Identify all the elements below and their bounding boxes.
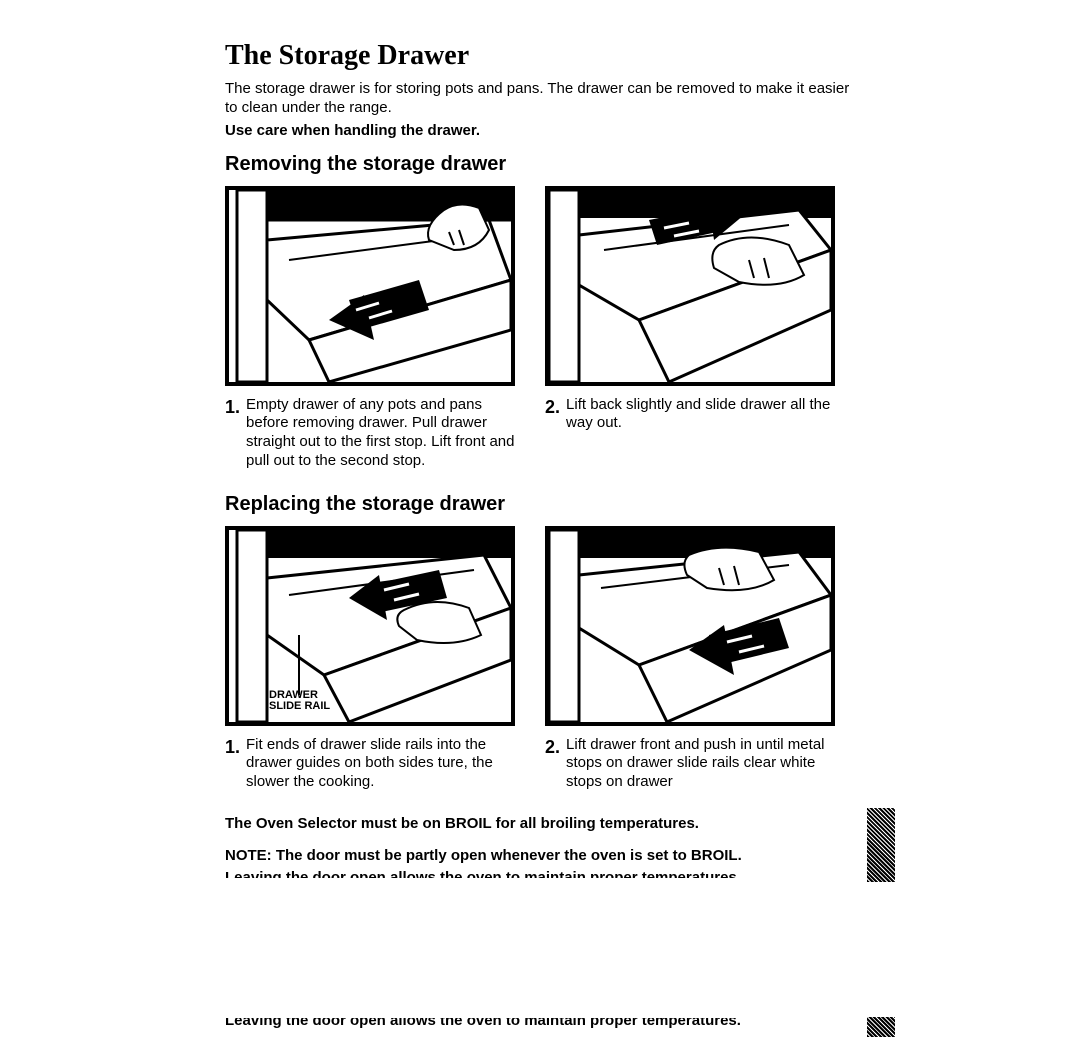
step-number: 2. <box>545 736 560 792</box>
step-text: Lift drawer front and push in until meta… <box>566 736 835 792</box>
broil-line-3-cut: Leaving the door open allows the oven to… <box>225 868 825 878</box>
illustration-remove-2 <box>545 186 835 386</box>
step-number: 2. <box>545 396 560 434</box>
step-number: 1. <box>225 736 240 792</box>
section-heading-removing: Removing the storage drawer <box>225 153 855 176</box>
step-text: Lift back slightly and slide drawer all … <box>566 396 835 434</box>
illustration-replace-1: DRAWER SLIDE RAIL <box>225 526 515 726</box>
removing-row: 1. Empty drawer of any pots and pans bef… <box>225 186 855 471</box>
scan-noise <box>867 1017 895 1037</box>
step-remove-2: 2. Lift back slightly and slide drawer a… <box>545 396 835 434</box>
scan-noise <box>867 808 895 882</box>
illustration-remove-1 <box>225 186 515 386</box>
step-remove-1: 1. Empty drawer of any pots and pans bef… <box>225 396 515 471</box>
step-number: 1. <box>225 396 240 471</box>
care-warning: Use care when handling the drawer. <box>225 122 855 139</box>
step-replace-2: 2. Lift drawer front and push in until m… <box>545 736 835 792</box>
slide-rail-label: DRAWER SLIDE RAIL <box>269 690 330 712</box>
broil-line-1: The Oven Selector must be on BROIL for a… <box>225 814 825 834</box>
broil-note-block: The Oven Selector must be on BROIL for a… <box>225 814 825 879</box>
replacing-row: DRAWER SLIDE RAIL 1. Fit ends of drawer … <box>225 526 855 792</box>
step-text: Fit ends of drawer slide rails into the … <box>246 736 515 792</box>
illustration-replace-2 <box>545 526 835 726</box>
page-title: The Storage Drawer <box>225 40 855 72</box>
section-heading-replacing: Replacing the storage drawer <box>225 493 855 516</box>
step-replace-1: 1. Fit ends of drawer slide rails into t… <box>225 736 515 792</box>
step-text: Empty drawer of any pots and pans before… <box>246 396 515 471</box>
broil-line-2: NOTE: The door must be partly open whene… <box>225 846 825 866</box>
bottom-repeat-line: Leaving the door open allows the oven to… <box>225 1018 855 1032</box>
intro-text: The storage drawer is for storing pots a… <box>225 80 855 118</box>
